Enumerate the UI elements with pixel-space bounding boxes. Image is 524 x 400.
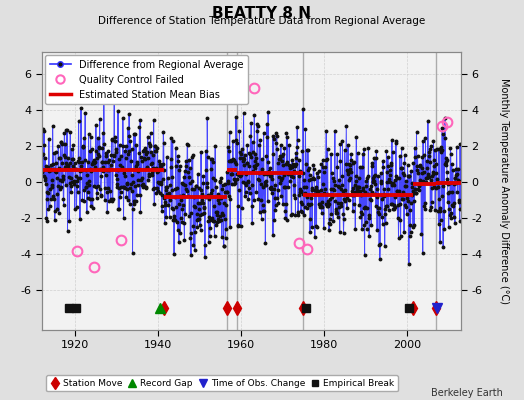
Text: BEATTY 8 N: BEATTY 8 N [213,6,311,21]
Y-axis label: Monthly Temperature Anomaly Difference (°C): Monthly Temperature Anomaly Difference (… [499,78,509,304]
Legend: Difference from Regional Average, Quality Control Failed, Estimated Station Mean: Difference from Regional Average, Qualit… [45,55,248,104]
Text: Difference of Station Temperature Data from Regional Average: Difference of Station Temperature Data f… [99,16,425,26]
Legend: Station Move, Record Gap, Time of Obs. Change, Empirical Break: Station Move, Record Gap, Time of Obs. C… [47,375,398,392]
Text: Berkeley Earth: Berkeley Earth [431,388,503,398]
